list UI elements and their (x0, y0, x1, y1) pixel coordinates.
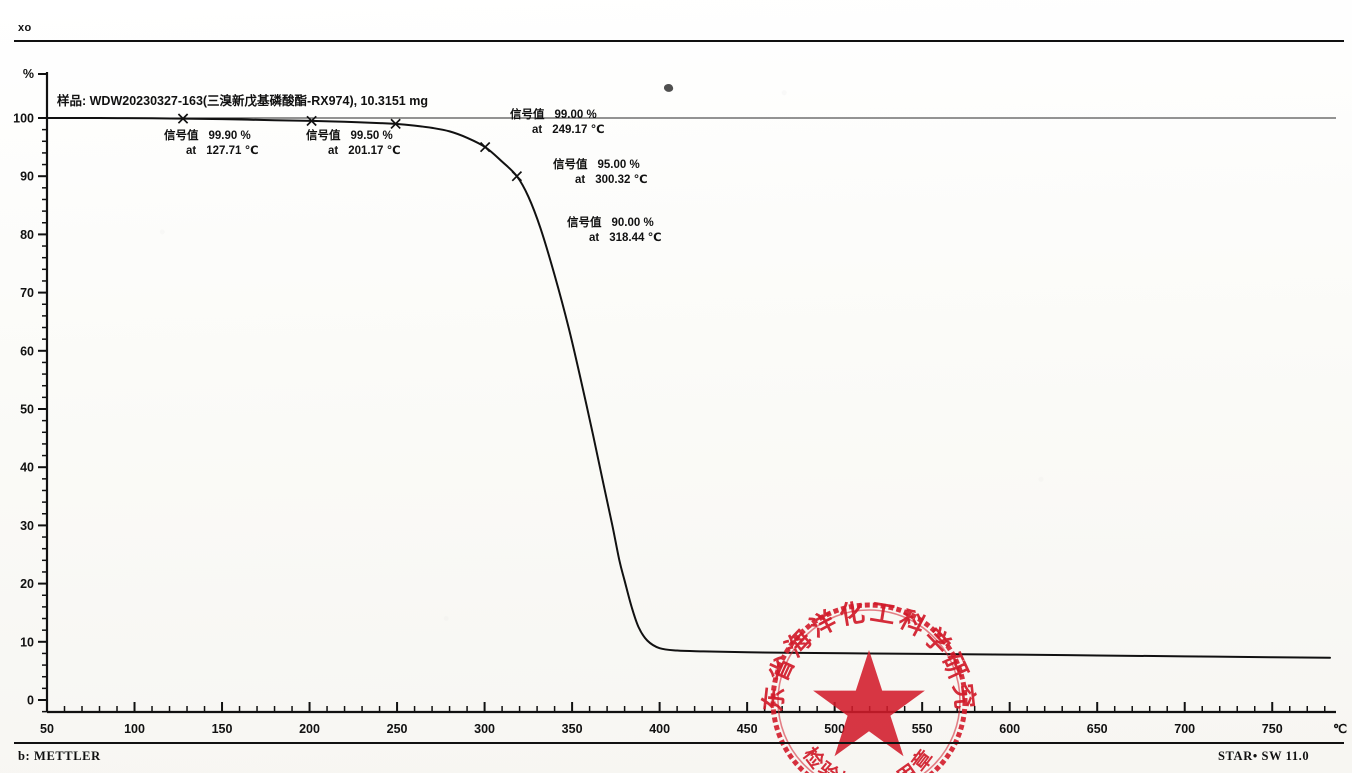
annotation-label: 信号值 (567, 217, 602, 229)
x-axis-tick-label: 250 (387, 722, 408, 736)
annotation-value: 99.50 % (350, 130, 393, 142)
y-axis-tick-label: 60 (20, 344, 34, 358)
annotation-at-prefix: at (575, 174, 586, 186)
y-axis-tick-label: 20 (20, 577, 34, 591)
curve-point-marker (390, 118, 401, 130)
annotation-label: 信号值 (510, 109, 545, 121)
annotation-value: 99.90 % (208, 130, 251, 142)
annotation-at-prefix: at (186, 145, 197, 157)
x-axis-tick-label: 400 (649, 722, 670, 736)
annotation-temperature: 300.32 ℃ (595, 174, 648, 186)
y-axis-tick-label: 30 (20, 519, 34, 533)
x-axis-tick-label: 350 (562, 722, 583, 736)
y-axis-tick-label: 80 (20, 228, 34, 242)
tga-curve (46, 116, 1331, 659)
annotation-temperature-row: at 249.17 ℃ (510, 123, 605, 138)
annotation-temperature-row: at 127.71 ℃ (164, 144, 259, 159)
annotation-temperature: 249.17 ℃ (552, 124, 605, 136)
curve-point-marker (511, 170, 523, 182)
y-axis-tick-label: 90 (20, 170, 34, 184)
signal-annotation: 信号值 90.00 % at 318.44 ℃ (567, 216, 662, 246)
curve-point-marker (306, 115, 317, 127)
x-axis-tick-label: 450 (737, 722, 758, 736)
x-axis-tick-label: 650 (1087, 722, 1108, 736)
y-axis-unit-label: % (23, 67, 34, 81)
annotation-at-prefix: at (589, 232, 600, 244)
signal-annotation: 信号值 99.50 % at 201.17 ℃ (306, 129, 401, 159)
annotation-temperature: 127.71 ℃ (206, 145, 259, 157)
x-axis-tick-label: 700 (1174, 722, 1195, 736)
x-axis-tick-label: 500 (824, 722, 845, 736)
sample-label: 样品: WDW20230327-163(三溴新戊基磷酸酯-RX974), 10.… (57, 94, 428, 108)
y-axis-tick-label: 50 (20, 403, 34, 417)
annotation-temperature-row: at 201.17 ℃ (306, 144, 401, 159)
footer-instrument-label: b: METTLER (18, 749, 101, 763)
annotation-at-prefix: at (532, 124, 543, 136)
annotation-value: 95.00 % (597, 159, 640, 171)
annotation-value: 90.00 % (611, 217, 654, 229)
annotation-at-prefix: at (328, 145, 339, 157)
signal-annotation: 信号值 99.90 % at 127.71 ℃ (164, 129, 259, 159)
footer-software-label: STAR• SW 11.0 (1218, 749, 1310, 763)
annotation-temperature: 318.44 ℃ (609, 232, 662, 244)
x-axis-tick-label: 750 (1262, 722, 1283, 736)
x-axis-unit-label: ℃ (1333, 722, 1347, 736)
signal-annotation: 信号值 95.00 % at 300.32 ℃ (553, 158, 648, 188)
x-axis-tick-label: 50 (40, 722, 54, 736)
x-axis-tick-label: 200 (299, 722, 320, 736)
signal-annotation: 信号值 99.00 % at 249.17 ℃ (510, 108, 605, 138)
curve-point-marker (479, 141, 491, 153)
x-axis-tick-label: 150 (212, 722, 233, 736)
annotation-label: 信号值 (553, 159, 588, 171)
y-axis-tick-label: 40 (20, 461, 34, 475)
y-axis-tick-label: 70 (20, 286, 34, 300)
header-corner-label: xo (18, 22, 32, 34)
y-axis-tick-label: 0 (27, 694, 34, 708)
annotation-temperature: 201.17 ℃ (348, 145, 401, 157)
x-axis-tick-label: 600 (999, 722, 1020, 736)
annotation-temperature-row: at 318.44 ℃ (567, 231, 662, 246)
header-divider (14, 40, 1344, 42)
x-axis-tick-label: 300 (474, 722, 495, 736)
y-axis-tick-label: 10 (20, 635, 34, 649)
curve-point-marker (177, 113, 189, 124)
footer-divider (14, 742, 1344, 744)
x-axis-tick-label: 100 (124, 722, 145, 736)
y-axis-tick-label: 100 (13, 112, 34, 126)
annotation-label: 信号值 (306, 130, 341, 142)
annotation-label: 信号值 (164, 130, 199, 142)
annotation-value: 99.00 % (554, 109, 597, 121)
annotation-temperature-row: at 300.32 ℃ (553, 173, 648, 188)
x-axis-tick-label: 550 (912, 722, 933, 736)
